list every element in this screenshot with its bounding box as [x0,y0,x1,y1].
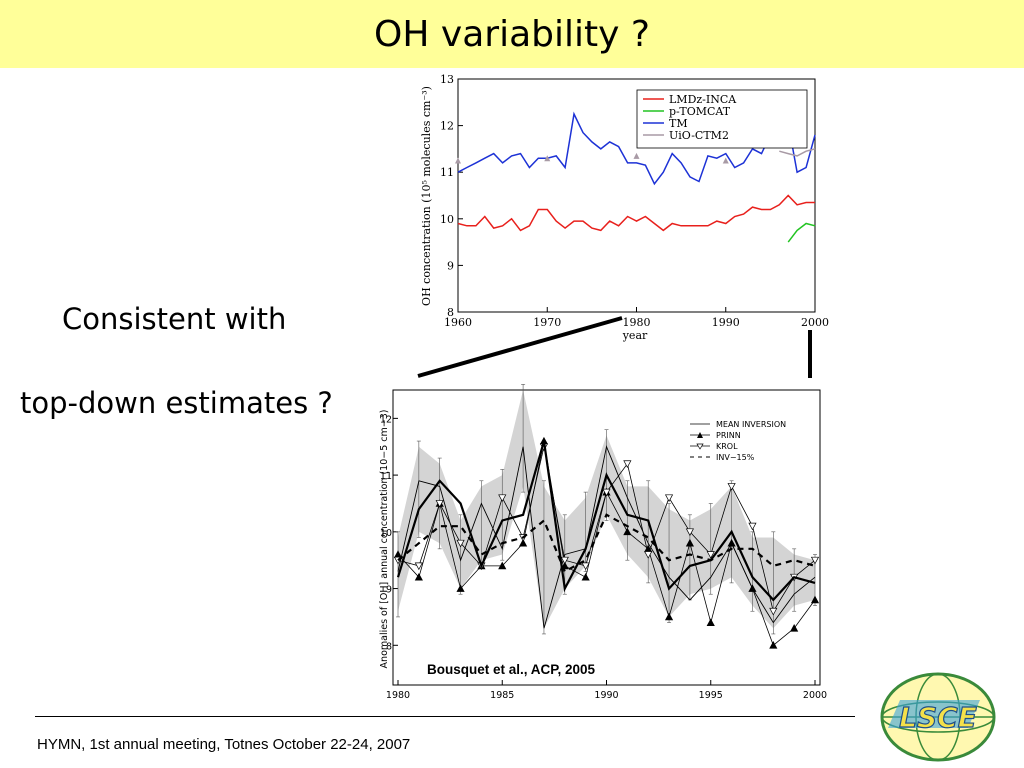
legend-label-krol: KROL [716,442,738,451]
zoom-connector-left [417,316,623,378]
legend-marker-prinn [697,432,703,438]
series-line-inv-15- [397,513,816,574]
top-ytick-label: 13 [440,73,454,86]
series-marker-prinn [810,595,820,604]
top-xtick-label: 1990 [712,316,740,329]
top-ytick-label: 11 [440,166,454,179]
top-xtick-label: 1960 [444,316,472,329]
series-marker-krol [581,562,590,571]
top-legend: LMDz-INCA p-TOMCAT TM UiO-CTM2 [636,89,808,149]
series-marker-krol [769,607,778,616]
bottom-ylabel: Anomalies of [OH] annual concentration (… [379,410,390,669]
top-ytick-label: 10 [440,213,454,226]
top-xtick-label: 2000 [801,316,829,329]
legend-label-inv15: INV−15% [716,453,755,462]
legend-label-tm: TM [669,117,688,130]
footer-divider [35,716,855,717]
series-marker-prinn [414,572,423,581]
series-marker-krol [748,522,757,531]
legend-label-prinn: PRINN [716,431,741,440]
bottom-legend: MEAN INVERSION PRINN KROL INV−15% [690,420,786,462]
logo-ribbon [888,700,980,728]
series-marker-prinn [790,624,799,632]
bottom-xtick-label: 1985 [490,690,514,701]
series-marker-krol [810,556,820,565]
top-ytick-label: 9 [447,259,454,272]
series-marker-prinn [706,618,715,626]
series-marker-prinn [685,538,694,547]
series-marker-prinn [623,527,632,536]
top-chart: 1960 1970 1980 1990 2000 8 9 10 11 12 13 year OH c… [420,73,829,342]
top-ytick-label: 8 [447,306,454,319]
top-xtick-label: 1970 [533,316,561,329]
top-xtick-label: 1980 [623,316,651,329]
bottom-chart: 1980 1985 1990 1995 2000 8 9 10 11 12 Anomalies o… [379,384,827,701]
series-marker-prinn [456,584,465,592]
consistent-with-text: Consistent with [62,302,287,336]
series-marker-krol [414,562,423,571]
series-marker-krol [602,488,611,497]
series-marker-uio-ctm2 [722,157,729,164]
series-marker-prinn [664,612,674,621]
series-marker-uio-ctm2 [544,155,551,162]
series-marker-prinn [498,561,507,570]
lsce-logo: LSCE [880,672,996,762]
bottom-xtick-label: 1995 [699,690,723,701]
footer-text: HYMN, 1st annual meeting, Totnes October… [37,736,411,753]
legend-label-uio: UiO-CTM2 [669,129,729,142]
series-marker-krol [435,500,444,508]
top-xlabel: year [622,329,648,342]
series-line-lmdz-inca [457,194,815,232]
title-banner [0,0,1024,68]
top-ytick-label: 12 [440,120,454,133]
series-marker-uio-ctm2 [633,152,640,159]
top-ylabel: OH concentration (10⁵ molecules cm⁻³) [420,86,433,306]
top-down-estimates-text: top-down estimates ? [20,386,333,420]
series-marker-prinn [581,572,590,581]
bottom-ytick-label: 9 [386,585,392,596]
top-legend-box [636,89,808,149]
bottom-ytick-label: 11 [380,471,392,482]
bottom-ytick-label: 12 [380,414,392,425]
bottom-xtick-label: 1980 [386,690,410,701]
series-marker-krol [727,483,736,491]
series-line-uio-ctm2 [779,148,816,157]
series-marker-prinn [727,538,736,547]
series-line-tm [457,111,816,186]
logo-text: LSCE [899,701,977,734]
bottom-xtick-label: 2000 [803,690,827,701]
series-marker-krol [706,551,715,559]
legend-marker-krol [696,443,704,450]
series-marker-krol [498,494,507,503]
series-marker-prinn [519,538,528,547]
series-marker-prinn [769,641,778,649]
series-marker-prinn [748,584,757,592]
legend-label-mean-inversion: MEAN INVERSION [716,420,786,429]
slide-title: OH variability ? [374,14,650,55]
series-marker-krol [456,539,465,548]
series-line-mean [396,440,816,602]
series-marker-krol [560,556,569,565]
bottom-ytick-label: 8 [386,641,392,652]
series-line-p-tomcat [787,222,816,243]
series-marker-krol [623,460,632,468]
series-marker-uio-ctm2 [455,157,461,164]
legend-label-lmdz: LMDz-INCA [669,93,737,106]
series-marker-krol [664,494,674,503]
series-marker-krol [644,551,653,559]
citation-annotation: Bousquet et al., ACP, 2005 [427,662,596,677]
bottom-ytick-label: 10 [380,528,392,539]
bottom-xtick-label: 1990 [594,690,618,701]
series-marker-krol [685,528,694,537]
legend-label-ptomcat: p-TOMCAT [669,105,731,118]
